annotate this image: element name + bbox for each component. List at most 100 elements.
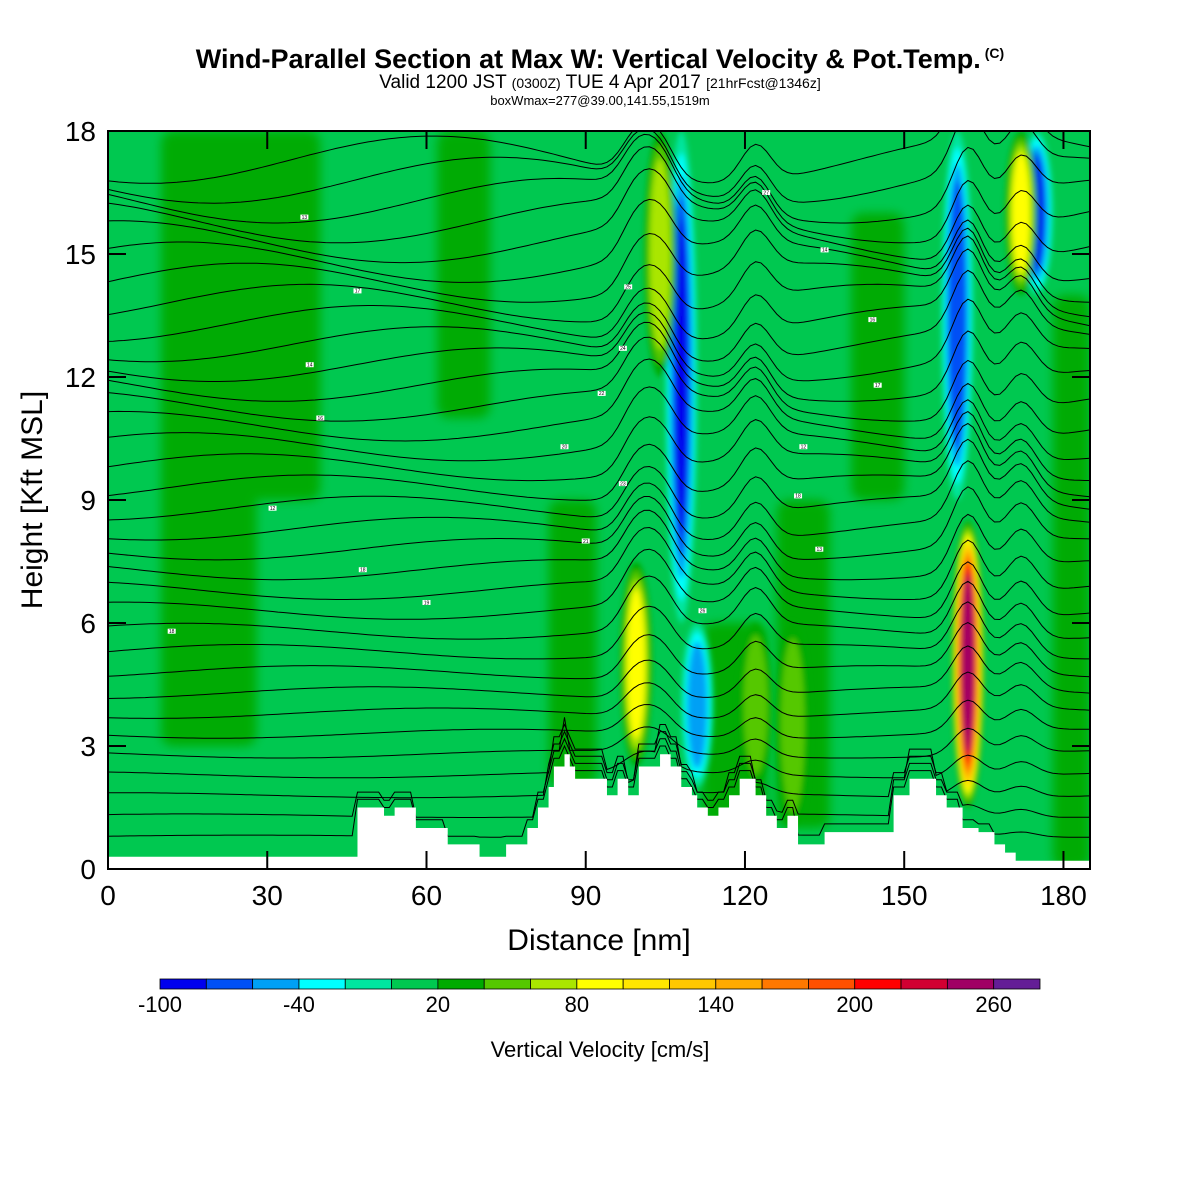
contour-label: 12	[801, 445, 807, 451]
colorbar-swatch	[530, 978, 578, 990]
contour-label-bg	[560, 444, 569, 450]
contour-label: 17	[875, 383, 881, 389]
x-tick-label: 30	[252, 880, 283, 911]
contour-label-bg	[597, 390, 606, 396]
weak-updraft	[1052, 295, 1090, 869]
colorbar: -100 -40 20 80 140 200 260	[138, 978, 1041, 1017]
contour-label: 18	[360, 568, 366, 574]
colorbar-tick-label: -100	[138, 992, 182, 1017]
colorbar-swatch	[808, 978, 856, 990]
colorbar-tick-label: 80	[565, 992, 589, 1017]
contour-label: 23	[620, 481, 626, 487]
boxwmax-note: boxWmax=277@39.00,141.55,1519m	[490, 93, 710, 108]
contour-label: 26	[700, 609, 706, 615]
x-tick-label: 120	[722, 880, 769, 911]
contour-label-bg	[698, 608, 707, 614]
contour-label: 21	[583, 539, 589, 545]
chart-subtitle: Valid 1200 JST (0300Z) TUE 4 Apr 2017 [2…	[379, 72, 821, 93]
theta-contour	[108, 235, 1090, 323]
theta-contour	[108, 645, 1090, 699]
colorbar-swatch	[715, 978, 763, 990]
colorbar-swatch	[576, 978, 624, 990]
colorbar-swatch	[391, 978, 439, 990]
y-tick-label: 3	[80, 731, 96, 762]
contour-label: 13	[302, 215, 308, 221]
theta-contour	[108, 460, 1090, 541]
x-axis: 0 30 60 90 120 150 180	[100, 131, 1087, 911]
theta-contour	[108, 131, 1090, 184]
theta-contour	[108, 227, 1090, 303]
updraft	[747, 647, 764, 763]
colorbar-tick-label: -40	[283, 992, 315, 1017]
contour-label-bg	[873, 382, 882, 388]
weak-updraft	[437, 131, 491, 418]
contour-label: 18	[795, 494, 801, 500]
downdraft	[690, 650, 705, 760]
weak-updraft	[235, 131, 321, 500]
updraft	[1014, 160, 1028, 266]
contour-label-bg	[618, 481, 627, 487]
plumes	[620, 131, 1053, 828]
colorbar-swatch	[252, 978, 300, 990]
theta-contour	[108, 526, 1090, 600]
colorbar-swatch	[622, 978, 670, 990]
colorbar-swatch	[946, 978, 995, 990]
contour-label-bg	[316, 415, 325, 421]
contour-label: 24	[620, 346, 626, 352]
theta-contour	[108, 321, 1090, 402]
theta-contour	[108, 509, 1090, 581]
contour-label: 19	[424, 600, 430, 606]
theta-contour	[108, 601, 1090, 660]
contour-label-bg	[868, 317, 877, 323]
colorbar-swatch	[854, 978, 902, 990]
colorbar-tick-label: 140	[697, 992, 734, 1017]
theta-contour	[108, 723, 1090, 779]
updraft	[653, 172, 668, 336]
x-axis-title: Distance [nm]	[507, 924, 690, 957]
colorbar-swatch	[344, 978, 392, 990]
colorbar-swatch	[205, 978, 254, 990]
theta-contour	[108, 131, 1090, 204]
theta-contour	[108, 248, 1090, 342]
contour-label: 14	[822, 248, 828, 254]
colorbar-tick-label: 200	[836, 992, 873, 1017]
colorbar-swatch	[900, 978, 948, 990]
theta-contour	[108, 358, 1090, 442]
contour-label: 18	[169, 629, 175, 635]
y-tick-label: 9	[80, 485, 96, 516]
theta-contour	[108, 575, 1090, 640]
x-tick-label: 60	[411, 880, 442, 911]
updraft	[784, 653, 801, 798]
contour-label-bg	[794, 493, 803, 499]
theta-contour	[108, 438, 1090, 521]
contour-label-bg	[353, 288, 362, 294]
contour-label: 25	[625, 285, 631, 291]
y-tick-label: 18	[65, 116, 96, 147]
contour-label-bg	[167, 628, 176, 634]
contour-label-bg	[762, 190, 771, 195]
theta-contour	[108, 386, 1090, 462]
y-tick-label: 15	[65, 239, 96, 270]
contour-label: 22	[599, 391, 605, 397]
copyright-mark: (C)	[984, 45, 1005, 61]
y-tick-label: 0	[80, 854, 96, 885]
contour-label-bg	[815, 546, 824, 552]
contour-label: 14	[307, 363, 313, 369]
theta-contour	[108, 548, 1090, 620]
weak-updraft	[161, 131, 257, 746]
x-tick-label: 0	[100, 880, 116, 911]
theta-contour	[108, 737, 1090, 818]
theta-contour	[108, 298, 1090, 382]
theta-contour	[108, 699, 1090, 739]
contour-label-bg	[358, 567, 367, 573]
theta-contour	[108, 744, 1090, 838]
y-axis: 0 3 6 9 12 15 18	[65, 116, 1090, 885]
x-tick-label: 90	[570, 880, 601, 911]
contour-label: 12	[270, 506, 276, 512]
theta-contour	[108, 717, 1090, 759]
contour-label-bg	[618, 345, 627, 351]
colorbar-swatch	[993, 978, 1041, 990]
x-tick-label: 150	[881, 880, 928, 911]
contour-label-bg	[581, 538, 590, 544]
